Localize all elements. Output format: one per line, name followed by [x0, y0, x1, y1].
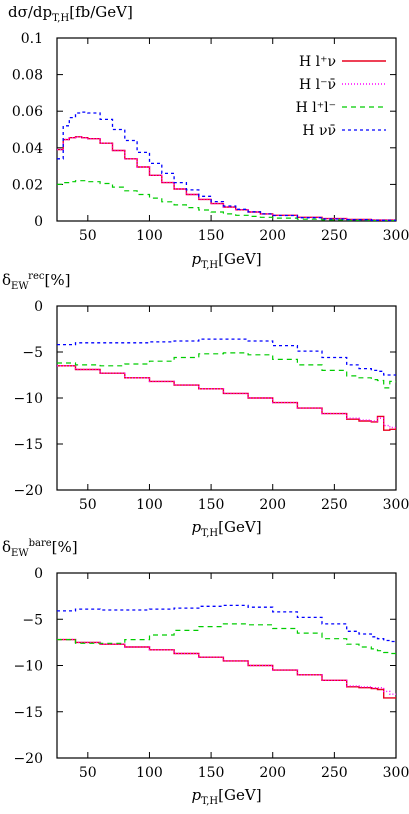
legend-label: H l⁻ν̄: [299, 77, 336, 93]
plot-frame: [56, 305, 397, 491]
y-tick-label: 0: [34, 214, 43, 230]
series-group: [57, 338, 396, 431]
series-line-Hll: [57, 352, 396, 389]
y-tick-label: 0.04: [12, 141, 43, 157]
y-tick-label: −10: [13, 659, 43, 675]
y-axis-label: dσ/dpT,H[fb/GeV]: [8, 3, 133, 24]
series-line-Hnunu: [57, 604, 396, 643]
y-tick-label: 0: [34, 299, 43, 315]
series-line-Hll: [57, 180, 396, 221]
series-line-Hnunu: [57, 111, 396, 221]
legend-label: H l⁺ν: [299, 54, 336, 70]
x-tick-label: 300: [383, 497, 409, 513]
y-tick-label: 0.1: [21, 31, 43, 47]
x-tick-label: 100: [136, 497, 163, 513]
panel-3: 50 100 150 200 250 300 0 −5 −10 −15 −20 pT,H[GeV] δE…: [2, 538, 409, 807]
series-line-Hlnubar: [57, 638, 396, 696]
series-group: [57, 604, 396, 699]
y-tick-label: 0.08: [12, 68, 43, 84]
y-tick-label: 0: [34, 566, 43, 582]
x-tick-label: 100: [136, 228, 163, 244]
y-axis-label: δEWbare[%]: [2, 538, 78, 559]
series-line-Hll: [57, 623, 396, 655]
plot-frame: [56, 572, 397, 759]
x-tick-label: 250: [321, 228, 348, 244]
series-line-Hlnu: [57, 365, 396, 431]
series-line-Hlnubar: [57, 136, 396, 221]
x-axis-label: pT,H[GeV]: [191, 518, 261, 539]
x-axis-label: pT,H[GeV]: [191, 786, 261, 807]
y-tick-label: −20: [13, 751, 43, 767]
y-tick-label: −5: [22, 612, 43, 628]
x-tick-label: 250: [321, 497, 348, 513]
series-group: [57, 111, 396, 221]
x-tick-label: 150: [198, 765, 225, 781]
series-line-Hlnu: [57, 136, 396, 221]
plot-frame: [56, 37, 397, 222]
series-line-Hlnu: [57, 638, 396, 699]
x-tick-label: 200: [259, 497, 286, 513]
y-tick-label: −5: [22, 345, 43, 361]
panel-2: 50 100 150 200 250 300 0 −5 −10 −15 −20 pT,H[GeV] δE…: [2, 271, 409, 539]
x-tick-label: 50: [79, 228, 97, 244]
legend-label: H νν̄: [302, 123, 336, 139]
x-tick-label: 200: [259, 765, 286, 781]
x-tick-label: 100: [136, 765, 163, 781]
panel-1: 50 100 150 200 250 300 0 0.02 0.04 0.06 0.08 0.1 pT,…: [8, 3, 409, 271]
y-axis-label: δEWrec[%]: [2, 271, 70, 292]
x-tick-label: 150: [198, 228, 225, 244]
series-line-Hlnubar: [57, 365, 396, 429]
y-tick-label: −15: [13, 437, 43, 453]
x-tick-label: 50: [79, 765, 97, 781]
y-tick-label: 0.06: [12, 104, 43, 120]
x-tick-label: 250: [321, 765, 348, 781]
series-line-Hnunu: [57, 338, 396, 376]
y-tick-label: 0.02: [12, 177, 43, 193]
x-axis-label: pT,H[GeV]: [191, 250, 261, 271]
x-tick-label: 150: [198, 497, 225, 513]
y-tick-label: −15: [13, 705, 43, 721]
legend: H l⁺ν H l⁻ν̄ H l⁺l⁻ H νν̄: [296, 54, 386, 139]
x-tick-label: 200: [259, 228, 286, 244]
x-tick-label: 300: [383, 765, 409, 781]
y-tick-label: −10: [13, 391, 43, 407]
x-tick-label: 50: [79, 497, 97, 513]
x-tick-label: 300: [383, 228, 409, 244]
y-tick-label: −20: [13, 483, 43, 499]
legend-label: H l⁺l⁻: [296, 100, 336, 116]
